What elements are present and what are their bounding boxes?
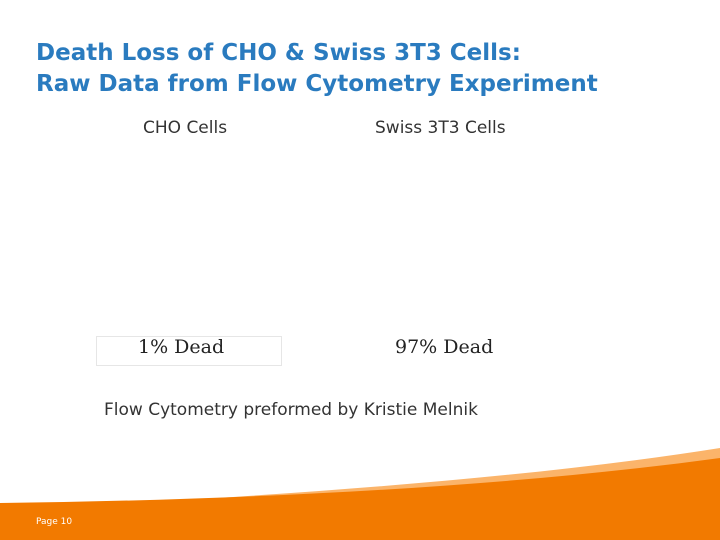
slide-title: Death Loss of CHO & Swiss 3T3 Cells: Raw… — [36, 38, 598, 100]
swiss-3t3-dead-percentage: 97% Dead — [395, 336, 494, 358]
swoosh-main-band — [0, 458, 720, 540]
slide-title-line-2: Raw Data from Flow Cytometry Experiment — [36, 71, 598, 97]
cho-dead-percentage: 1% Dead — [138, 336, 225, 358]
swiss-3t3-cells-header: Swiss 3T3 Cells — [375, 118, 506, 138]
credit-text: Flow Cytometry preformed by Kristie Meln… — [104, 400, 478, 420]
slide-title-line-1: Death Loss of CHO & Swiss 3T3 Cells: — [36, 40, 521, 66]
page-number: Page 10 — [36, 517, 73, 527]
cho-cells-header: CHO Cells — [143, 118, 228, 138]
cho-result-box — [96, 336, 282, 366]
